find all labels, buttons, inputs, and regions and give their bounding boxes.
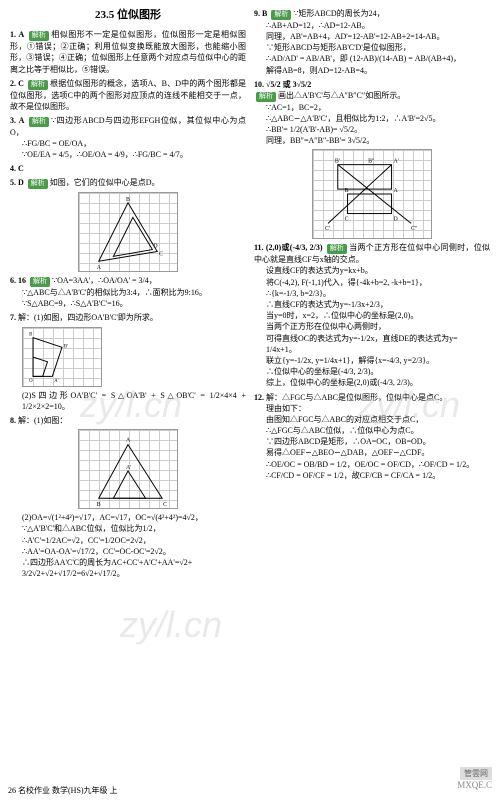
q1: 1. A 解析相似图形不一定是位似图形，位似图形一定是相似图形，①错误；②正确；…	[10, 29, 246, 74]
svg-text:A': A'	[54, 379, 58, 384]
svg-text:A: A	[97, 265, 102, 271]
svg-text:C: C	[345, 217, 349, 223]
tag-analysis: 解析	[256, 92, 276, 102]
q7: 7. 解：(1)如图，四边形OA'B'C'即为所求。 BB'OA' (2)S四边…	[10, 312, 246, 412]
page-footer: 26 名校作业 数学(HS)九年级 上	[8, 785, 118, 796]
figure-q7: B B' O A'	[22, 327, 102, 387]
svg-text:B': B'	[64, 344, 68, 349]
svg-text:B: B	[345, 189, 349, 195]
q12: 12. 解：△FGC与△ABC是位似图形，位似中心是点C。 理由如下： 由图知△…	[254, 392, 490, 482]
tag-analysis: 解析	[28, 179, 48, 189]
q2: 2. C 解析根据位似图形的概念，选项A、B、D中的两个图形都是位似图形，选项C…	[10, 78, 246, 112]
svg-text:B″: B″	[368, 159, 375, 165]
svg-text:B: B	[97, 502, 101, 508]
q8: 8. 解：(1)如图： ABCA' (2)OA=√(1²+4²)=√17，AC=…	[10, 415, 246, 579]
svg-text:A: A	[126, 438, 131, 444]
logo-badge: 管雲网	[460, 767, 492, 780]
q4: 4. C	[10, 163, 246, 174]
figure-q5: A B CD	[78, 192, 178, 272]
svg-text:A: A	[394, 189, 399, 195]
svg-text:C: C	[163, 502, 167, 508]
svg-text:C: C	[159, 252, 163, 258]
tag-analysis: 解析	[29, 31, 49, 41]
svg-text:C': C'	[325, 227, 330, 233]
figure-q8: A B C A'	[78, 429, 178, 509]
svg-text:B: B	[126, 197, 130, 203]
tag-analysis: 解析	[28, 80, 48, 90]
tag-analysis: 解析	[327, 244, 347, 254]
svg-text:D: D	[153, 244, 157, 250]
q6: 6. 16 解析∵OA=3AA'，∴OA/OA' = 3/4， ∵△ABC与△A…	[10, 275, 246, 309]
svg-text:O: O	[29, 379, 33, 384]
q11: 11. (2,0)或(-4/3, 2/3) 解析当两个正方形在位似中心同侧时，位…	[254, 242, 490, 388]
tag-analysis: 解析	[30, 277, 50, 287]
q5: 5. D 解析如图，它们的位似中心是点D。 ABCD	[10, 177, 246, 272]
svg-text:D: D	[394, 217, 398, 223]
q10: 10. √5/2 或 3√5/2 解析画出△A'B'C'与△A″B″C″如图所示…	[254, 79, 490, 240]
tag-analysis: 解析	[271, 10, 291, 20]
svg-text:B': B'	[335, 159, 340, 165]
svg-text:B: B	[29, 332, 32, 337]
svg-text:A': A'	[126, 465, 131, 471]
watermark: zy/l.cn	[120, 600, 222, 650]
figure-q10: B' B″ A' B A C D C' C″	[312, 149, 432, 239]
section-title: 23.5 位似图形	[10, 8, 246, 23]
svg-text:A': A'	[394, 159, 399, 165]
q9: 9. B 解析∵矩形ABCD的周长为24， ∴AB+AD=12，∴AD=12-A…	[254, 8, 490, 76]
tag-analysis: 解析	[29, 117, 49, 127]
q3: 3. A 解析∵四边形ABCD与四边形EFGH位似，其位似中心为点O， ∴FG/…	[10, 115, 246, 160]
logo-text: MXQE.C	[457, 779, 492, 792]
svg-text:C″: C″	[411, 227, 418, 233]
